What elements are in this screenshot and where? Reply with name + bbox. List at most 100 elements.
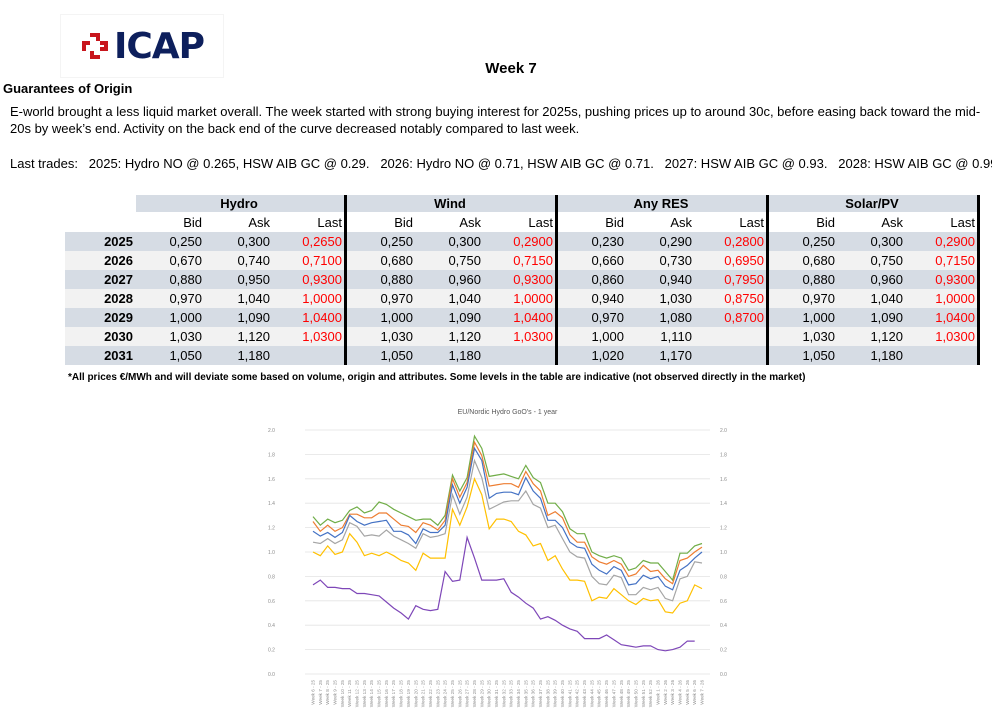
bid-cell: 1,000	[767, 308, 837, 327]
y-tick-label-left: 2.0	[268, 428, 275, 434]
y-tick-label-right: 1.8	[720, 452, 727, 458]
last-cell: 0,8750	[694, 289, 769, 308]
ask-cell: 0,940	[626, 270, 694, 289]
x-tick-label: Week 43 - 25	[582, 680, 587, 708]
ask-cell: 0,750	[837, 251, 905, 270]
row-year: 2028	[65, 289, 136, 308]
series-line-0	[312, 434, 703, 582]
x-tick-label: Week 8 - 25	[325, 680, 330, 705]
x-tick-label: Week 5 - 26	[685, 680, 690, 705]
x-tick-label: Week 28 - 25	[472, 680, 477, 708]
x-tick-label: Week 24 - 25	[443, 680, 448, 708]
corner-cell	[65, 195, 136, 212]
subheader-bid: Bid	[345, 212, 415, 232]
bid-cell: 0,660	[556, 251, 626, 270]
table-row: 2027 0,880 0,950 0,9300 0,880 0,960 0,9300 0,86…	[65, 270, 980, 289]
y-tick-label-left: 1.8	[268, 452, 275, 458]
x-tick-label: Week 41 - 25	[567, 680, 572, 708]
last-trades: Last trades: 2025: Hydro NO @ 0.265, HSW…	[10, 156, 992, 171]
x-tick-label: Week 48 - 25	[619, 680, 624, 708]
x-tick-label: Week 27 - 25	[465, 680, 470, 708]
last-cell: 1,0400	[272, 308, 347, 327]
ask-cell: 1,110	[626, 327, 694, 346]
group-solar-pv: Solar/PV	[767, 195, 980, 212]
last-cell: 1,0400	[905, 308, 980, 327]
bid-cell: 0,880	[136, 270, 204, 289]
hydro-goo-chart: EU/Nordic Hydro GoO's - 1 year 0.0 0.0 0.2 0…	[268, 409, 727, 708]
chart-title: EU/Nordic Hydro GoO's - 1 year	[458, 409, 558, 416]
subheader-bid: Bid	[136, 212, 204, 232]
bid-cell: 1,000	[556, 327, 626, 346]
x-tick-label: Week 39 - 25	[553, 680, 558, 708]
group-wind: Wind	[345, 195, 558, 212]
series-line-5	[312, 535, 695, 652]
last-cell: 0,2900	[905, 232, 980, 251]
y-tick-label-right: 1.4	[720, 501, 727, 507]
x-tick-label: Week 26 - 25	[457, 680, 462, 708]
last-cell: 0,2650	[272, 232, 347, 251]
row-year: 2026	[65, 251, 136, 270]
x-tick-label: Week 7 - 26	[700, 680, 705, 705]
last-cell: 0,6950	[694, 251, 769, 270]
table-row: 2031 1,050 1,180 1,050 1,180 1,020 1,170 1,050 1…	[65, 346, 980, 365]
x-tick-label: Week 36 - 25	[531, 680, 536, 708]
table-row: 2030 1,030 1,120 1,0300 1,030 1,120 1,0300 1,00…	[65, 327, 980, 346]
y-tick-label-left: 1.2	[268, 526, 275, 532]
bid-cell: 0,670	[136, 251, 204, 270]
x-tick-label: Week 22 - 25	[428, 680, 433, 708]
ask-cell: 1,180	[415, 346, 483, 365]
bid-cell: 0,250	[345, 232, 415, 251]
series-line-3	[312, 458, 703, 602]
subheader-last: Last	[483, 212, 558, 232]
x-tick-label: Week 37 - 25	[538, 680, 543, 708]
ask-cell: 1,180	[204, 346, 272, 365]
y-tick-label-left: 0.2	[268, 648, 275, 654]
last-cell	[272, 346, 347, 365]
bid-cell: 1,020	[556, 346, 626, 365]
bid-cell: 0,230	[556, 232, 626, 251]
x-tick-label: Week 19 - 25	[406, 680, 411, 708]
x-tick-label: Week 14 - 25	[369, 680, 374, 708]
bid-cell: 0,970	[767, 289, 837, 308]
ask-cell: 0,300	[204, 232, 272, 251]
table-row: 2025 0,250 0,300 0,2650 0,250 0,300 0,2900 0,23…	[65, 232, 980, 251]
x-tick-label: Week 50 - 25	[633, 680, 638, 708]
ask-cell: 0,750	[415, 251, 483, 270]
bid-cell: 0,680	[345, 251, 415, 270]
y-tick-label-left: 0.0	[268, 672, 275, 678]
row-year: 2030	[65, 327, 136, 346]
icap-logo-mark-icon	[81, 33, 108, 59]
bid-cell: 0,680	[767, 251, 837, 270]
series-line-1	[312, 440, 703, 585]
group-header-row: Hydro Wind Any RES Solar/PV	[65, 195, 980, 212]
x-tick-label: Week 4 - 26	[677, 680, 682, 705]
group-hydro: Hydro	[136, 195, 347, 212]
last-cell: 1,0300	[272, 327, 347, 346]
last-cell	[694, 327, 769, 346]
market-commentary: E-world brought a less liquid market ove…	[10, 104, 981, 136]
ask-cell: 1,040	[837, 289, 905, 308]
x-tick-label: Week 7 - 25	[318, 680, 323, 705]
y-tick-label-right: 0.8	[720, 574, 727, 580]
table-footnote: *All prices €/MWh and will deviate some …	[68, 372, 806, 383]
y-tick-label-right: 0.4	[720, 623, 727, 629]
ask-cell: 1,080	[626, 308, 694, 327]
x-tick-label: Week 35 - 25	[523, 680, 528, 708]
x-tick-label: Week 30 - 25	[487, 680, 492, 708]
last-cell: 1,0000	[483, 289, 558, 308]
x-tick-label: Week 20 - 25	[413, 680, 418, 708]
ask-cell: 1,040	[415, 289, 483, 308]
subheader-bid: Bid	[556, 212, 626, 232]
x-tick-label: Week 13 - 25	[362, 680, 367, 708]
x-tick-label: Week 49 - 25	[626, 680, 631, 708]
subheader-row: Bid Ask Last Bid Ask Last Bid Ask Last Bid Ask Last	[65, 212, 980, 232]
x-tick-label: Week 51 - 25	[641, 680, 646, 708]
x-tick-label: Week 23 - 25	[435, 680, 440, 708]
bid-cell: 1,030	[767, 327, 837, 346]
subheader-last: Last	[694, 212, 769, 232]
bid-cell: 0,970	[345, 289, 415, 308]
y-tick-label-left: 1.6	[268, 477, 275, 483]
x-tick-label: Week 1 - 26	[655, 680, 660, 705]
last-cell: 0,7150	[483, 251, 558, 270]
y-tick-label-left: 1.0	[268, 550, 275, 556]
